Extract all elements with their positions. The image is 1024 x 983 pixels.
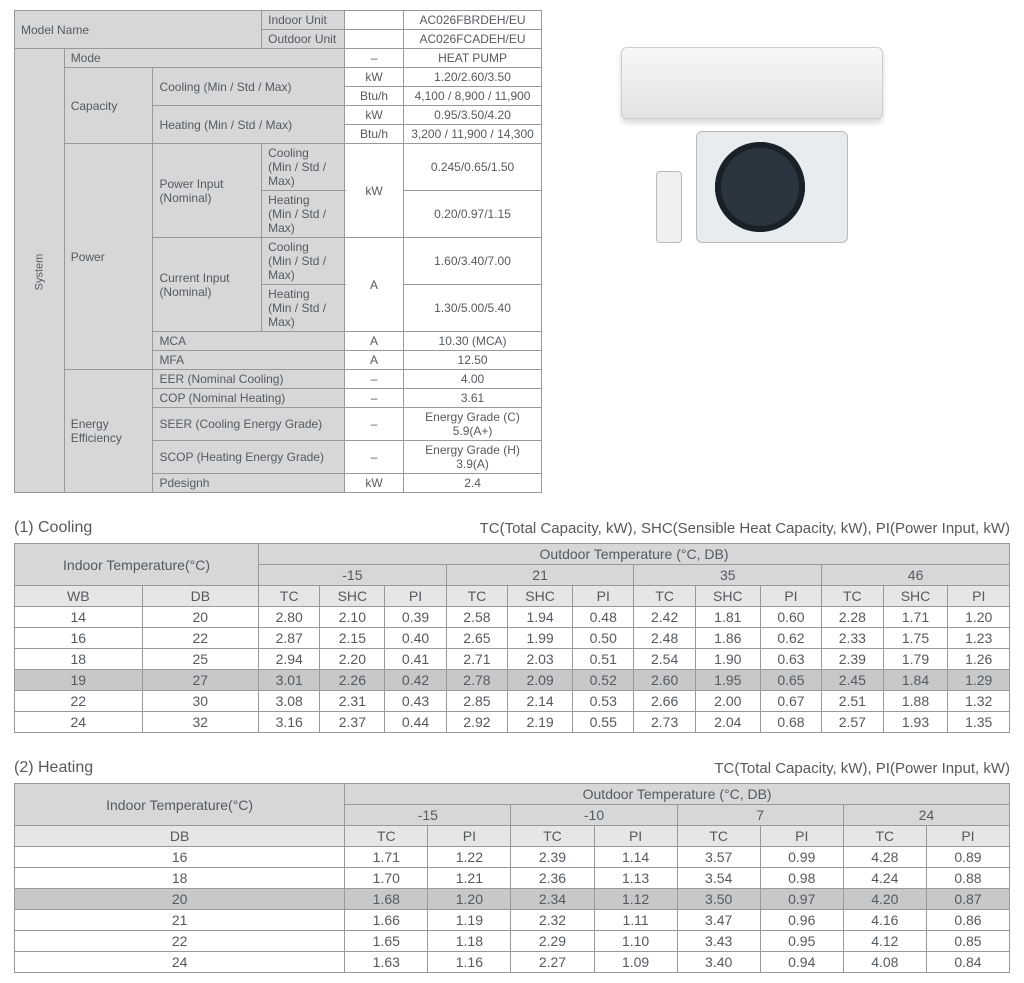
table-row: 241.631.162.271.093.400.944.080.84 bbox=[15, 952, 1010, 973]
cooling-subcol: PI bbox=[573, 586, 634, 607]
cooling-subcol: TC bbox=[259, 586, 320, 607]
mfa-label: MFA bbox=[153, 351, 345, 370]
heating-subcol: TC bbox=[677, 826, 760, 847]
remote-image bbox=[656, 171, 682, 243]
heating-cap-label: Heating (Min / Std / Max) bbox=[153, 106, 345, 144]
product-image bbox=[602, 10, 902, 280]
indoor-unit-label: Indoor Unit bbox=[262, 11, 345, 30]
energy-efficiency-label: Energy Efficiency bbox=[64, 370, 153, 493]
heating-outdoor-temp: -15 bbox=[345, 805, 511, 826]
heating-legend: TC(Total Capacity, kW), PI(Power Input, … bbox=[714, 760, 1010, 777]
heating-subcol: PI bbox=[594, 826, 677, 847]
cooling-subcol: TC bbox=[822, 586, 883, 607]
cooling-indoor-label: Indoor Temperature(°C) bbox=[15, 544, 259, 586]
cooling-subcol: TC bbox=[634, 586, 695, 607]
heating-subcol: DB bbox=[15, 826, 345, 847]
system-label: System bbox=[15, 49, 65, 493]
cooling-legend: TC(Total Capacity, kW), SHC(Sensible Hea… bbox=[480, 520, 1010, 537]
cooling-outdoor-temp: -15 bbox=[259, 565, 447, 586]
cooling-outdoor-temp: 21 bbox=[446, 565, 634, 586]
heating-subcol: PI bbox=[760, 826, 843, 847]
cooling-cap-label: Cooling (Min / Std / Max) bbox=[153, 68, 345, 106]
heating-section-header: (2) Heating TC(Total Capacity, kW), PI(P… bbox=[14, 759, 1010, 777]
table-row: 24323.162.370.442.922.190.552.732.040.68… bbox=[15, 712, 1010, 733]
cooling-subcol: TC bbox=[446, 586, 507, 607]
heating-table: Indoor Temperature(°C) Outdoor Temperatu… bbox=[14, 783, 1010, 973]
model-name-label: Model Name bbox=[15, 11, 262, 49]
power-label: Power bbox=[64, 144, 153, 370]
outdoor-unit-label: Outdoor Unit bbox=[262, 30, 345, 49]
cooling-subcol: PI bbox=[385, 586, 446, 607]
heating-outdoor-temp: 7 bbox=[677, 805, 843, 826]
heating-subcol: TC bbox=[511, 826, 594, 847]
cooling-outdoor-temp: 35 bbox=[634, 565, 822, 586]
cooling-subcol: PI bbox=[948, 586, 1010, 607]
mode-value: HEAT PUMP bbox=[404, 49, 542, 68]
cooling-subcol: SHC bbox=[508, 586, 573, 607]
cooling-subcol: DB bbox=[142, 586, 258, 607]
cooling-title: (1) Cooling bbox=[14, 519, 92, 537]
table-row: 181.701.212.361.133.540.984.240.88 bbox=[15, 868, 1010, 889]
heating-subcol: TC bbox=[345, 826, 428, 847]
table-row: 22303.082.310.432.852.140.532.662.000.67… bbox=[15, 691, 1010, 712]
table-row: 161.711.222.391.143.570.994.280.89 bbox=[15, 847, 1010, 868]
outdoor-unit-value: AC026FCADEH/EU bbox=[404, 30, 542, 49]
indoor-unit-value: AC026FBRDEH/EU bbox=[404, 11, 542, 30]
table-row: 16222.872.150.402.651.990.502.481.860.62… bbox=[15, 628, 1010, 649]
cooling-outdoor-label: Outdoor Temperature (°C, DB) bbox=[259, 544, 1010, 565]
heating-title: (2) Heating bbox=[14, 759, 93, 777]
current-input-label: Current Input (Nominal) bbox=[153, 238, 262, 332]
heating-indoor-label: Indoor Temperature(°C) bbox=[15, 784, 345, 826]
spec-section: Model Name Indoor Unit AC026FBRDEH/EU Ou… bbox=[14, 10, 1010, 493]
mca-label: MCA bbox=[153, 332, 345, 351]
mode-label: Mode bbox=[64, 49, 344, 68]
table-row: 18252.942.200.412.712.030.512.541.900.63… bbox=[15, 649, 1010, 670]
cooling-table: Indoor Temperature(°C) Outdoor Temperatu… bbox=[14, 543, 1010, 733]
heating-subcol: PI bbox=[428, 826, 511, 847]
table-row: 14202.802.100.392.581.940.482.421.810.60… bbox=[15, 607, 1010, 628]
power-input-label: Power Input (Nominal) bbox=[153, 144, 262, 238]
cooling-subcol: SHC bbox=[695, 586, 760, 607]
table-row: 201.681.202.341.123.500.974.200.87 bbox=[15, 889, 1010, 910]
cooling-subcol: PI bbox=[760, 586, 821, 607]
heating-outdoor-temp: -10 bbox=[511, 805, 677, 826]
indoor-unit-image bbox=[621, 47, 883, 119]
cooling-outdoor-temp: 46 bbox=[822, 565, 1010, 586]
heating-subcol: PI bbox=[926, 826, 1009, 847]
heating-outdoor-temp: 24 bbox=[843, 805, 1009, 826]
spec-table: Model Name Indoor Unit AC026FBRDEH/EU Ou… bbox=[14, 10, 542, 493]
cooling-subcol: SHC bbox=[320, 586, 385, 607]
table-row: 19273.012.260.422.782.090.522.601.950.65… bbox=[15, 670, 1010, 691]
outdoor-unit-image bbox=[696, 131, 848, 243]
cooling-subcol: WB bbox=[15, 586, 143, 607]
table-row: 221.651.182.291.103.430.954.120.85 bbox=[15, 931, 1010, 952]
cooling-section-header: (1) Cooling TC(Total Capacity, kW), SHC(… bbox=[14, 519, 1010, 537]
heating-outdoor-label: Outdoor Temperature (°C, DB) bbox=[345, 784, 1010, 805]
cooling-subcol: SHC bbox=[883, 586, 948, 607]
capacity-label: Capacity bbox=[64, 68, 153, 144]
heating-subcol: TC bbox=[843, 826, 926, 847]
table-row: 211.661.192.321.113.470.964.160.86 bbox=[15, 910, 1010, 931]
